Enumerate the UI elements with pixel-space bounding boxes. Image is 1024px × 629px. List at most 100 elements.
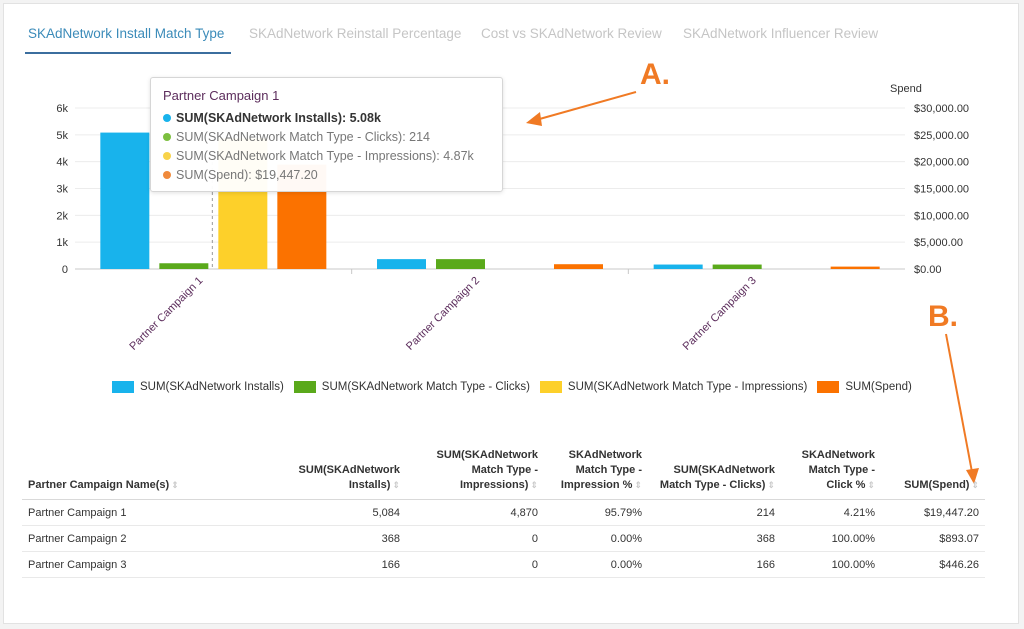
- tab-cost-vs-skadnetwork[interactable]: Cost vs SKAdNetwork Review: [481, 26, 662, 41]
- tooltip-row-text: SUM(Spend): $19,447.20: [176, 167, 318, 182]
- table-row[interactable]: Partner Campaign 2 368 0 0.00% 368 100.00% $89…: [22, 525, 985, 552]
- chart-legend: SUM(SKAdNetwork Installs) SUM(SKAdNetwork…: [112, 377, 912, 397]
- col-header-spend[interactable]: SUM(Spend) ⇕: [881, 446, 985, 500]
- legend-item[interactable]: SUM(SKAdNetwork Match Type - Impressions…: [539, 381, 808, 393]
- legend-label: SUM(SKAdNetwork Installs): [140, 381, 284, 393]
- table-cell: 4.21%: [781, 499, 881, 526]
- table-cell: 100.00%: [781, 551, 881, 578]
- tab-influencer-review[interactable]: SKAdNetwork Influencer Review: [683, 26, 879, 41]
- table-cell: 0: [406, 525, 544, 552]
- col-header-installs[interactable]: SUM(SKAdNetwork Installs) ⇕: [284, 446, 406, 500]
- table-cell: 100.00%: [781, 525, 881, 552]
- bar: [436, 259, 485, 269]
- sort-icon[interactable]: ⇕: [171, 480, 179, 490]
- y-right-tick-label: $5,000.00: [914, 237, 963, 249]
- col-header-click-pct[interactable]: SKAdNetwork Match Type - Click % ⇕: [781, 446, 881, 500]
- table-cell: 166: [284, 551, 406, 578]
- y-right-tick-label: $0.00: [914, 264, 942, 276]
- bar: [712, 264, 762, 269]
- y-left-tick-label: 0: [62, 264, 68, 276]
- x-tick-label: Partner Campaign 2: [404, 275, 482, 353]
- campaign-table: Partner Campaign Name(s) ⇕ SUM(SKAdNetwor…: [22, 446, 985, 578]
- tooltip-row-text: SUM(SKAdNetwork Installs): 5.08k: [176, 110, 381, 125]
- y-right-tick-label: $10,000.00: [914, 210, 969, 222]
- legend-swatch: [293, 381, 316, 393]
- bar: [377, 259, 426, 269]
- table-cell: 166: [648, 551, 781, 578]
- tooltip-dot: [163, 170, 171, 179]
- tooltip-dot: [163, 132, 171, 141]
- legend-label: SUM(SKAdNetwork Match Type - Clicks): [321, 381, 530, 393]
- x-tick-label: Partner Campaign 3: [681, 275, 759, 353]
- legend-swatch: [539, 381, 562, 393]
- tab-reinstall-percentage[interactable]: SKAdNetwork Reinstall Percentage: [249, 26, 462, 41]
- bar: [830, 266, 880, 269]
- table-cell: Partner Campaign 2: [22, 525, 284, 552]
- table-cell: 214: [648, 499, 781, 526]
- legend-label: SUM(SKAdNetwork Match Type - Impressions…: [567, 381, 808, 393]
- y-left-tick-label: 1k: [56, 237, 68, 249]
- active-tab-underline: [25, 52, 231, 54]
- table-cell: Partner Campaign 3: [22, 551, 284, 578]
- legend-label: SUM(Spend): [845, 381, 912, 393]
- annotation-label-b: B.: [928, 300, 958, 333]
- bar: [100, 132, 150, 269]
- legend-item[interactable]: SUM(Spend): [817, 381, 912, 393]
- tooltip-title: Partner Campaign 1: [163, 88, 280, 103]
- bar: [653, 264, 703, 269]
- y-right-tick-label: $30,000.00: [914, 103, 969, 115]
- y-left-tick-label: 2k: [56, 210, 68, 222]
- y-left-tick-label: 5k: [56, 130, 68, 142]
- col-header-campaign-name[interactable]: Partner Campaign Name(s) ⇕: [22, 446, 284, 500]
- annotation-arrow-a: [535, 91, 637, 121]
- tooltip-row: SUM(SKAdNetwork Match Type - Clicks): 21…: [163, 127, 490, 146]
- table-cell: 0.00%: [544, 551, 648, 578]
- tooltip-row: SUM(Spend): $19,447.20: [163, 165, 490, 184]
- y-right-tick-label: $15,000.00: [914, 184, 969, 196]
- y-left-tick-label: 4k: [56, 157, 68, 169]
- table-cell: 368: [284, 525, 406, 552]
- table-cell: Partner Campaign 1: [22, 499, 284, 526]
- table-cell: 4,870: [406, 499, 544, 526]
- table-cell: $19,447.20: [881, 499, 985, 526]
- legend-item[interactable]: SUM(SKAdNetwork Installs): [112, 381, 284, 393]
- col-header-impression-pct[interactable]: SKAdNetwork Match Type - Impression % ⇕: [544, 446, 648, 500]
- x-tick-label: Partner Campaign 1: [127, 275, 205, 353]
- sort-icon[interactable]: ⇕: [767, 480, 775, 490]
- table-cell: 0.00%: [544, 525, 648, 552]
- tooltip-row: SUM(SKAdNetwork Match Type - Impressions…: [163, 146, 490, 165]
- col-header-clicks[interactable]: SUM(SKAdNetwork Match Type - Clicks) ⇕: [648, 446, 781, 500]
- table-cell: $446.26: [881, 551, 985, 578]
- table-cell: $893.07: [881, 525, 985, 552]
- table-cell: 5,084: [284, 499, 406, 526]
- table-cell: 0: [406, 551, 544, 578]
- table-row[interactable]: Partner Campaign 1 5,084 4,870 95.79% 214 4.2…: [22, 499, 985, 526]
- legend-swatch: [112, 381, 134, 393]
- table-row[interactable]: Partner Campaign 3 166 0 0.00% 166 100.00% $44…: [22, 551, 985, 578]
- tooltip-dot: [163, 151, 171, 160]
- bar: [159, 263, 209, 269]
- sort-icon[interactable]: ⇕: [971, 480, 979, 490]
- annotation-label-a: A.: [640, 58, 670, 91]
- sort-icon[interactable]: ⇕: [634, 480, 642, 490]
- legend-item[interactable]: SUM(SKAdNetwork Match Type - Clicks): [293, 381, 530, 393]
- tab-install-match-type[interactable]: SKAdNetwork Install Match Type: [28, 26, 225, 41]
- table-cell: 95.79%: [544, 499, 648, 526]
- y-right-tick-label: $20,000.00: [914, 157, 969, 169]
- bar: [554, 264, 603, 269]
- y-right-axis-title: Spend: [890, 83, 922, 95]
- y-left-tick-label: 3k: [56, 184, 68, 196]
- chart-tooltip: Partner Campaign 1 SUM(SKAdNetwork Insta…: [150, 77, 503, 192]
- y-left-tick-label: 6k: [56, 103, 68, 115]
- y-right-tick-label: $25,000.00: [914, 130, 969, 142]
- sort-icon[interactable]: ⇕: [530, 480, 538, 490]
- sort-icon[interactable]: ⇕: [867, 480, 875, 490]
- tooltip-row-text: SUM(SKAdNetwork Match Type - Clicks): 21…: [176, 129, 431, 144]
- tab-bar: SKAdNetwork Install Match Type SKAdNetwo…: [4, 4, 1020, 56]
- table-cell: 368: [648, 525, 781, 552]
- tooltip-row-text: SUM(SKAdNetwork Match Type - Impressions…: [176, 148, 474, 163]
- sort-icon[interactable]: ⇕: [392, 480, 400, 490]
- col-header-impressions[interactable]: SUM(SKAdNetwork Match Type - Impressions…: [406, 446, 544, 500]
- annotation-arrowhead-a: [526, 112, 542, 126]
- legend-swatch: [817, 381, 840, 393]
